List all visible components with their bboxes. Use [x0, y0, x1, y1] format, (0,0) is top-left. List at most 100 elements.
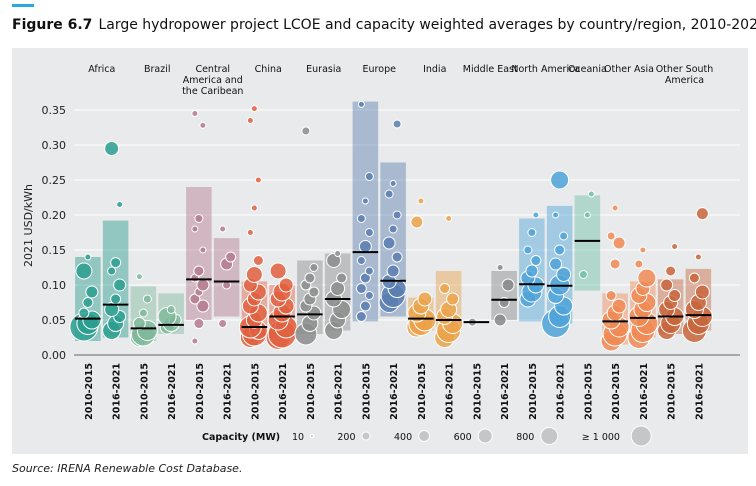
data-point: [364, 291, 374, 300]
y-tick-label: 0.35: [42, 104, 67, 117]
legend-size-marker: [540, 427, 559, 445]
data-point: [304, 272, 316, 284]
data-point: [225, 251, 237, 263]
group-label: Brazil: [144, 64, 171, 75]
data-point: [389, 180, 397, 187]
data-point: [355, 311, 367, 322]
data-point: [634, 259, 644, 269]
data-point: [694, 284, 710, 300]
data-point: [199, 121, 207, 129]
group-label: Europe: [363, 64, 397, 75]
data-point: [364, 172, 374, 181]
data-point: [606, 231, 616, 241]
data-point: [611, 298, 627, 314]
data-point: [78, 307, 90, 319]
data-point: [552, 211, 560, 219]
data-point: [668, 289, 682, 302]
data-point: [609, 258, 621, 270]
data-point: [301, 126, 311, 136]
data-point: [386, 264, 400, 278]
group-label: Other Asia: [604, 64, 654, 75]
y-tick-label: 0.15: [42, 244, 67, 257]
data-point: [695, 207, 709, 221]
data-point: [496, 264, 504, 271]
x-tick-label: 2010-2015: [139, 363, 150, 420]
data-point: [364, 228, 374, 237]
x-tick-label: 2016-2021: [167, 363, 178, 420]
data-point: [132, 317, 146, 330]
x-tick-label: 2016-2021: [389, 363, 400, 420]
x-tick-label: 2016-2021: [694, 363, 705, 420]
title-accent-bar: [12, 4, 34, 7]
data-point: [75, 262, 93, 280]
data-point: [218, 319, 228, 328]
data-point: [359, 300, 371, 312]
x-tick-label: 2016-2021: [500, 363, 511, 420]
legend-label: 600: [454, 432, 472, 443]
group-label: Other South: [656, 64, 714, 75]
legend-label: 800: [516, 432, 534, 443]
data-point: [417, 291, 433, 307]
data-point: [493, 313, 507, 327]
data-point: [605, 290, 617, 301]
data-point: [199, 246, 207, 254]
chart-panel: 0.00 0.05 0.10 0.15 0.20 0.25 0.30 0.35 2021 USD…: [12, 48, 748, 454]
data-point: [501, 278, 515, 292]
data-point: [549, 257, 563, 271]
data-point: [254, 176, 262, 184]
legend-label: 10: [292, 432, 304, 443]
data-point: [578, 270, 588, 279]
x-tick-label: 2010-2015: [195, 363, 206, 420]
data-point: [392, 119, 402, 129]
x-tick-label: 2010-2015: [306, 363, 317, 420]
data-point: [269, 262, 287, 280]
source-note: Source: IRENA Renewable Cost Database.: [12, 462, 243, 475]
data-point: [138, 308, 148, 318]
data-point: [355, 283, 367, 294]
y-tick-label: 0.10: [42, 279, 67, 292]
data-point: [166, 305, 176, 314]
data-point: [410, 215, 424, 229]
legend-size-marker: [309, 434, 314, 438]
data-point: [110, 293, 122, 305]
data-point: [191, 337, 199, 345]
lcoe-scatter-chart: 0.00 0.05 0.10 0.15 0.20 0.25 0.30 0.35 2021 USD…: [22, 64, 740, 447]
x-tick-label: 2016-2021: [556, 363, 567, 420]
group-label: Central: [195, 64, 230, 75]
data-point: [113, 278, 127, 292]
data-point: [550, 170, 570, 190]
group-label: Africa: [88, 64, 115, 75]
data-point: [194, 214, 204, 223]
figure-title-text: Large hydropower project LCOE and capaci…: [98, 17, 756, 33]
data-point: [384, 189, 394, 199]
group-label: America and: [183, 75, 243, 86]
data-point: [530, 255, 542, 266]
x-tick-label: 2010-2015: [361, 363, 372, 420]
x-tick-label: 2010-2015: [667, 363, 678, 420]
data-point: [250, 105, 258, 113]
figure-number: Figure 6.7: [12, 17, 93, 33]
x-tick-label: 2016-2021: [223, 363, 234, 420]
data-point: [309, 263, 319, 272]
legend-size-marker: [477, 428, 493, 444]
data-point: [326, 253, 342, 268]
data-point: [611, 204, 619, 212]
data-point: [388, 224, 398, 234]
data-point: [191, 225, 199, 233]
legend-label: 400: [394, 432, 412, 443]
data-point: [382, 236, 396, 250]
data-point: [587, 190, 595, 198]
x-tick-label: 2016-2021: [334, 363, 345, 420]
group-label: Oceania: [568, 64, 607, 75]
data-point: [439, 283, 451, 294]
legend-size-marker: [361, 431, 371, 441]
data-point: [135, 273, 143, 281]
y-tick-label: 0.05: [42, 314, 67, 327]
data-point: [245, 266, 263, 283]
data-point: [116, 201, 124, 208]
x-tick-label: 2010-2015: [84, 363, 95, 420]
data-point: [523, 245, 533, 255]
data-point: [219, 225, 227, 233]
data-point: [142, 294, 152, 304]
x-tick-label: 2010-2015: [583, 363, 594, 420]
